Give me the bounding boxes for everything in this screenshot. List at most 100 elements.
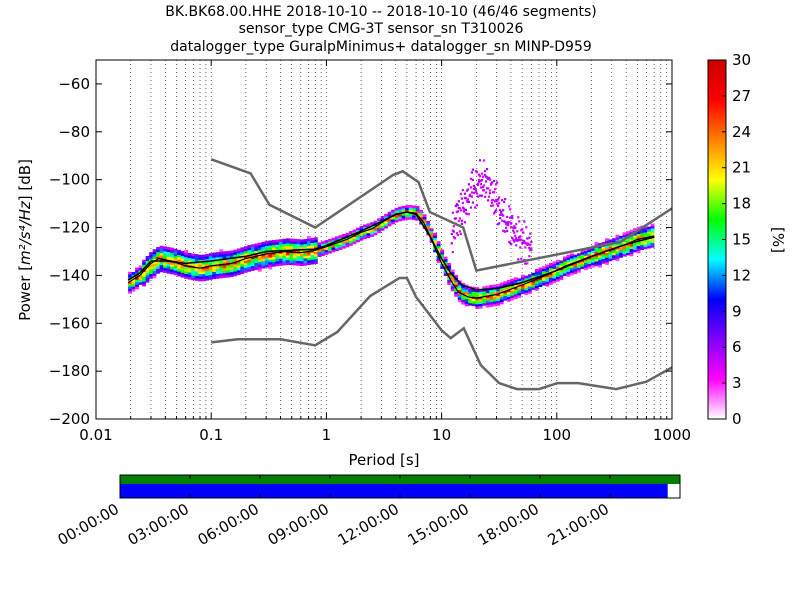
heat-cell — [443, 261, 448, 265]
heat-cell — [548, 279, 553, 283]
heat-cell — [268, 245, 273, 248]
heat-cell — [138, 282, 143, 285]
heat-cell — [205, 253, 210, 257]
heat-cell — [275, 258, 280, 262]
heat-cell — [240, 247, 245, 251]
heat-cell — [401, 208, 406, 212]
heat-cell — [562, 263, 567, 267]
heat-cell — [338, 247, 343, 250]
heat-cell — [569, 267, 574, 271]
heat-cell — [513, 284, 518, 288]
heat-cell — [650, 233, 655, 236]
heat-cell — [534, 288, 539, 291]
heat-cell — [464, 298, 469, 302]
heat-cell — [489, 304, 494, 307]
heat-cell — [159, 250, 164, 254]
heat-cell — [548, 272, 553, 276]
heat-cell-outlier — [488, 192, 492, 195]
heat-cell — [240, 268, 245, 272]
heat-cell — [366, 232, 371, 236]
heat-cell — [475, 301, 480, 305]
heat-cell-outlier — [472, 184, 476, 188]
heat-cell — [415, 205, 420, 209]
heat-cell — [152, 268, 157, 272]
heat-cell — [289, 252, 294, 256]
heat-cell — [299, 256, 304, 259]
heat-cell-outlier — [460, 219, 463, 222]
heat-cell — [236, 258, 241, 261]
heat-cell — [338, 244, 343, 248]
heat-cell — [261, 249, 266, 252]
heat-cell-outlier — [482, 184, 486, 187]
heat-cell — [643, 234, 648, 238]
heat-cell — [170, 262, 175, 265]
heat-cell — [135, 286, 139, 290]
heat-cell — [177, 273, 182, 277]
heat-cell — [145, 270, 150, 274]
heat-cell — [191, 272, 196, 276]
heat-cell — [464, 301, 469, 304]
heat-cell — [517, 280, 522, 284]
heat-cell — [552, 263, 557, 267]
heat-cell — [468, 293, 473, 297]
heat-cell — [513, 286, 518, 290]
heat-cell — [517, 283, 522, 286]
heat-cell-outlier — [481, 175, 485, 178]
heat-cell — [243, 265, 248, 269]
heat-cell — [629, 244, 634, 247]
heat-cell-outlier — [528, 247, 531, 250]
heat-cell — [219, 268, 224, 272]
heat-cell — [233, 268, 238, 272]
heat-cell-outlier — [464, 197, 468, 200]
heat-cell — [236, 262, 241, 266]
heat-cell-outlier — [464, 208, 468, 212]
heat-cell — [594, 261, 599, 264]
heat-cell — [401, 217, 406, 221]
heat-cell — [450, 286, 455, 289]
heat-cell — [520, 289, 525, 292]
heat-cell — [398, 206, 402, 210]
heat-cell-outlier — [452, 225, 455, 228]
heat-cell — [419, 209, 423, 213]
heat-cell — [559, 277, 564, 280]
heat-cell-outlier — [484, 191, 488, 194]
heat-cell — [587, 263, 592, 267]
heat-cell — [594, 246, 599, 250]
data-coverage-bar — [120, 475, 680, 484]
heat-cell — [275, 256, 280, 260]
heat-cell — [205, 273, 210, 276]
heat-cell — [222, 253, 227, 257]
heat-cell — [580, 256, 585, 260]
heat-cell — [534, 285, 539, 289]
heat-cell — [261, 241, 266, 245]
heat-cell — [219, 275, 224, 279]
heat-cell — [598, 247, 602, 251]
heat-cell-outlier — [471, 201, 475, 204]
heat-cell — [471, 289, 476, 292]
heat-cell — [170, 266, 175, 270]
heat-cell — [538, 269, 543, 273]
heat-cell — [601, 253, 606, 257]
heat-cell — [198, 278, 203, 282]
heat-cell — [471, 293, 476, 297]
heat-cell — [492, 291, 497, 295]
heat-cell — [612, 238, 616, 241]
heat-cell — [454, 289, 459, 292]
heat-cell — [538, 267, 543, 271]
heat-cell — [366, 235, 371, 239]
heat-cell — [229, 274, 234, 278]
heat-cell — [243, 270, 248, 273]
heat-cell — [503, 297, 508, 301]
heat-cell — [475, 294, 480, 298]
heat-cell — [254, 262, 259, 266]
heat-cell — [629, 248, 634, 252]
heat-cell-outlier — [530, 240, 533, 244]
heat-cell — [303, 258, 308, 261]
heat-cell-outlier — [477, 178, 481, 182]
heat-cell — [647, 238, 651, 242]
heat-cell — [552, 266, 557, 269]
heat-cell — [405, 214, 409, 218]
heat-cell — [275, 253, 280, 257]
heat-cell — [605, 259, 609, 263]
heat-cell — [282, 245, 287, 249]
